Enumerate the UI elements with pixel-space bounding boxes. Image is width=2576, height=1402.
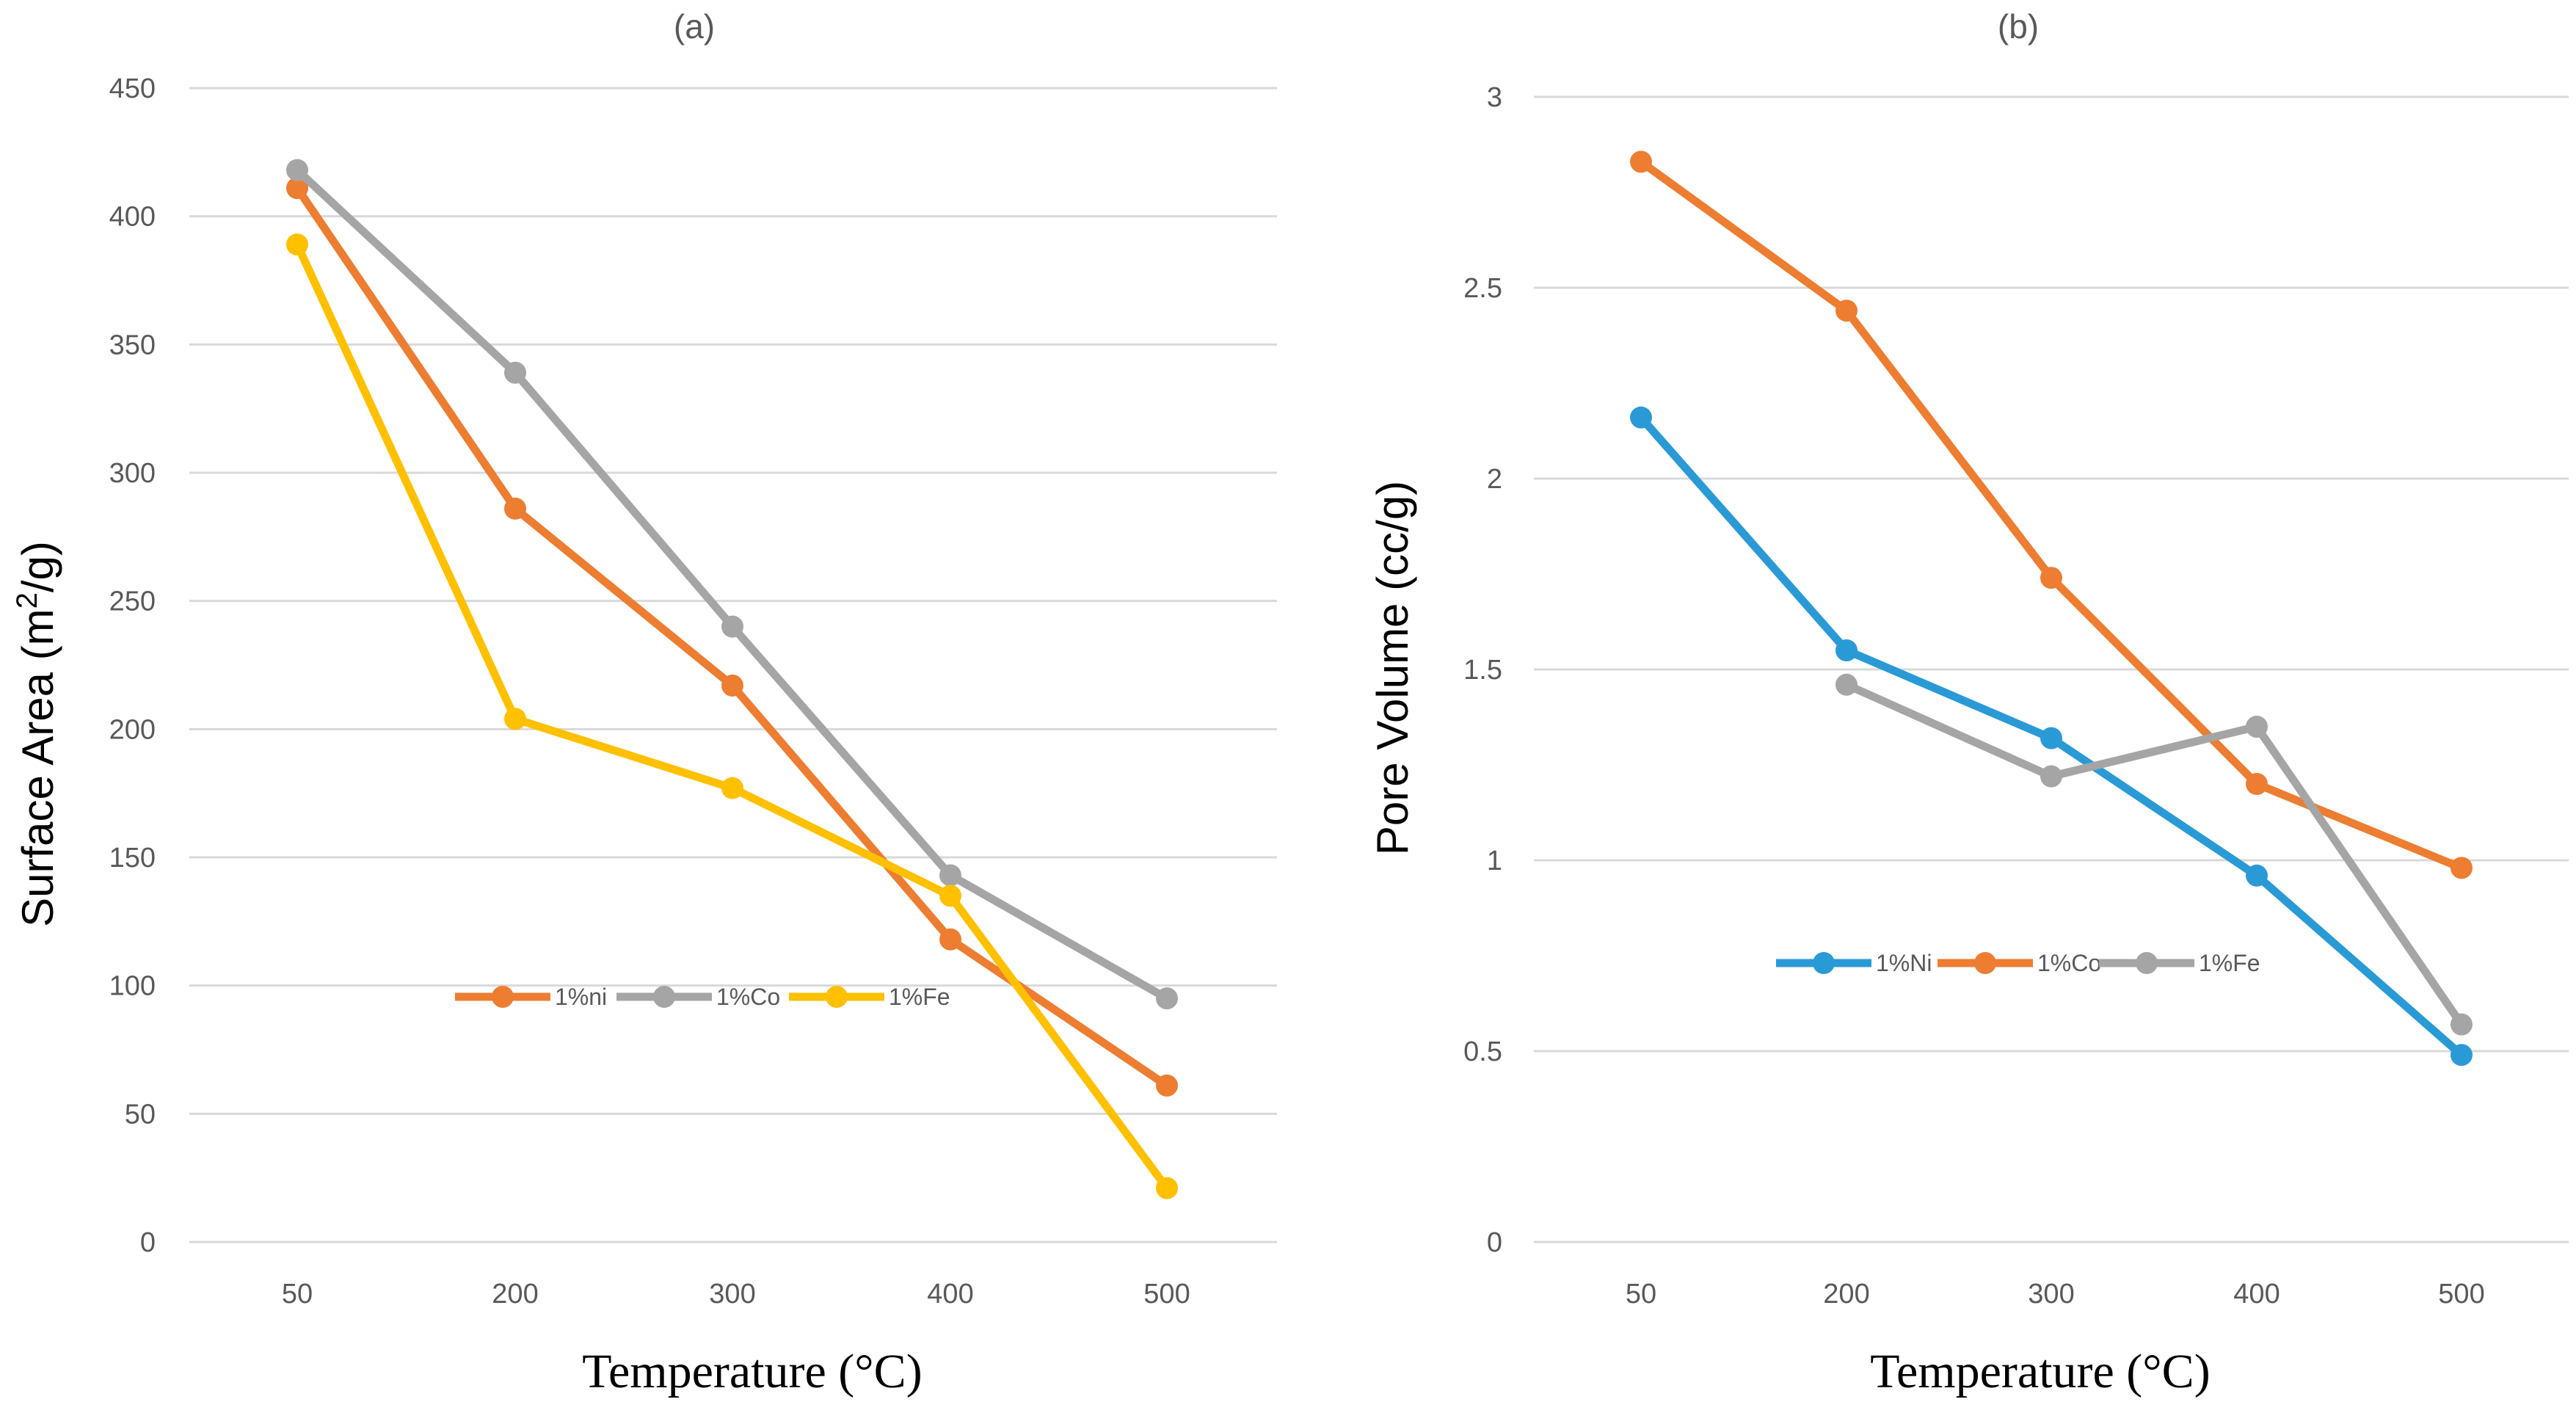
a-legend-marker-0 [492,986,514,1008]
b-point-s1-1 [1835,299,1858,322]
b-y-tick-label-0: 0 [1487,1227,1502,1258]
b-point-s1-4 [2451,857,2473,879]
a-point-s1-4 [1156,987,1178,1010]
b-y-tick-label-5: 2.5 [1463,273,1502,304]
a-point-s0-1 [504,497,526,520]
b-legend-marker-0 [1813,952,1835,974]
a-point-s2-4 [1156,1177,1178,1199]
b-panel-title: (b) [1998,7,2039,46]
a-x-tick-label-4: 500 [1143,1279,1190,1310]
b-y-tick-label-6: 3 [1487,82,1502,113]
a-y-tick-label-5: 250 [109,586,156,617]
a-x-tick-label-3: 400 [927,1279,973,1310]
b-legend-marker-1 [1974,952,1996,974]
b-y-tick-label-1: 0.5 [1463,1036,1502,1067]
a-y-tick-label-9: 450 [109,73,156,104]
a-point-s2-1 [504,708,526,730]
a-y-tick-label-0: 0 [140,1227,156,1258]
b-point-s0-3 [2246,864,2268,887]
a-panel-title: (a) [674,7,715,46]
a-point-s1-0 [286,159,308,181]
b-legend-label-0: 1%Ni [1876,950,1932,976]
a-point-s2-3 [939,885,961,907]
b-series-line-2 [1842,680,2466,1029]
b-point-s2-2 [2040,765,2062,788]
b-point-s0-1 [1835,639,1858,661]
a-x-tick-label-2: 300 [709,1279,755,1310]
a-point-s0-2 [721,674,743,697]
a-y-tick-label-8: 400 [109,202,156,233]
b-x-tick-label-4: 500 [2438,1279,2484,1310]
a-y-tick-label-2: 100 [109,971,156,1002]
b-y-axis-title: Pore Volume (cc/g) [1368,481,1417,855]
b-point-s0-0 [1630,406,1652,429]
a-point-s1-1 [504,361,526,384]
b-y-tick-label-2: 1 [1487,846,1502,876]
b-legend-label-1: 1%Co [2037,950,2101,976]
b-x-tick-label-0: 50 [1626,1279,1656,1310]
b-point-s1-0 [1630,150,1652,173]
b-y-tick-label-4: 2 [1487,464,1502,495]
a-legend-label-0: 1%ni [555,984,607,1010]
pore-volume-chart: (b) 0 0.5 1 1.5 2 2.5 3 50 200 300 400 500 1%Ni 1%Co 1%… [1368,7,2569,1398]
a-point-s1-2 [721,615,743,638]
a-y-tick-label-3: 150 [109,843,156,873]
a-series-line-1 [293,166,1171,1003]
a-x-tick-label-1: 200 [492,1279,538,1310]
a-point-s2-0 [286,233,308,256]
b-series-line-1 [1637,157,2466,872]
a-y-tick-label-4: 200 [109,714,156,745]
a-y-axis-title: Surface Area (m2/g) [11,541,62,927]
a-point-s1-3 [939,864,961,887]
b-point-s2-4 [2451,1013,2473,1036]
b-point-s0-2 [2040,727,2062,749]
a-point-s0-4 [1156,1074,1178,1097]
a-point-s0-3 [939,928,961,951]
surface-area-chart: (a) 0 50 100 150 200 250 300 350 400 450 50 200 300 40… [11,7,1277,1398]
b-point-s2-3 [2246,716,2268,738]
a-point-s0-0 [286,177,308,200]
a-legend-marker-1 [653,986,675,1008]
a-x-tick-label-0: 50 [282,1279,313,1310]
a-legend-label-2: 1%Fe [889,984,950,1010]
b-x-tick-label-1: 200 [1823,1279,1869,1310]
a-point-s2-2 [721,777,743,799]
b-point-s1-3 [2246,773,2268,795]
b-x-tick-label-2: 300 [2028,1279,2074,1310]
b-point-s2-1 [1835,673,1858,696]
a-y-tick-label-7: 350 [109,330,156,360]
b-point-s1-2 [2040,567,2062,589]
b-x-axis-title: Temperature (°C) [1870,1345,2210,1398]
a-legend-label-1: 1%Co [716,984,780,1010]
b-x-tick-label-3: 400 [2233,1279,2280,1310]
a-legend-marker-2 [826,986,848,1008]
b-point-s0-4 [2451,1044,2473,1067]
b-legend-label-2: 1%Fe [2199,950,2260,976]
a-x-axis-title: Temperature (°C) [582,1345,922,1398]
b-y-tick-label-3: 1.5 [1463,655,1502,686]
a-y-tick-label-6: 300 [109,458,156,489]
b-legend-marker-2 [2136,952,2158,974]
a-y-tick-label-1: 50 [125,1099,156,1130]
